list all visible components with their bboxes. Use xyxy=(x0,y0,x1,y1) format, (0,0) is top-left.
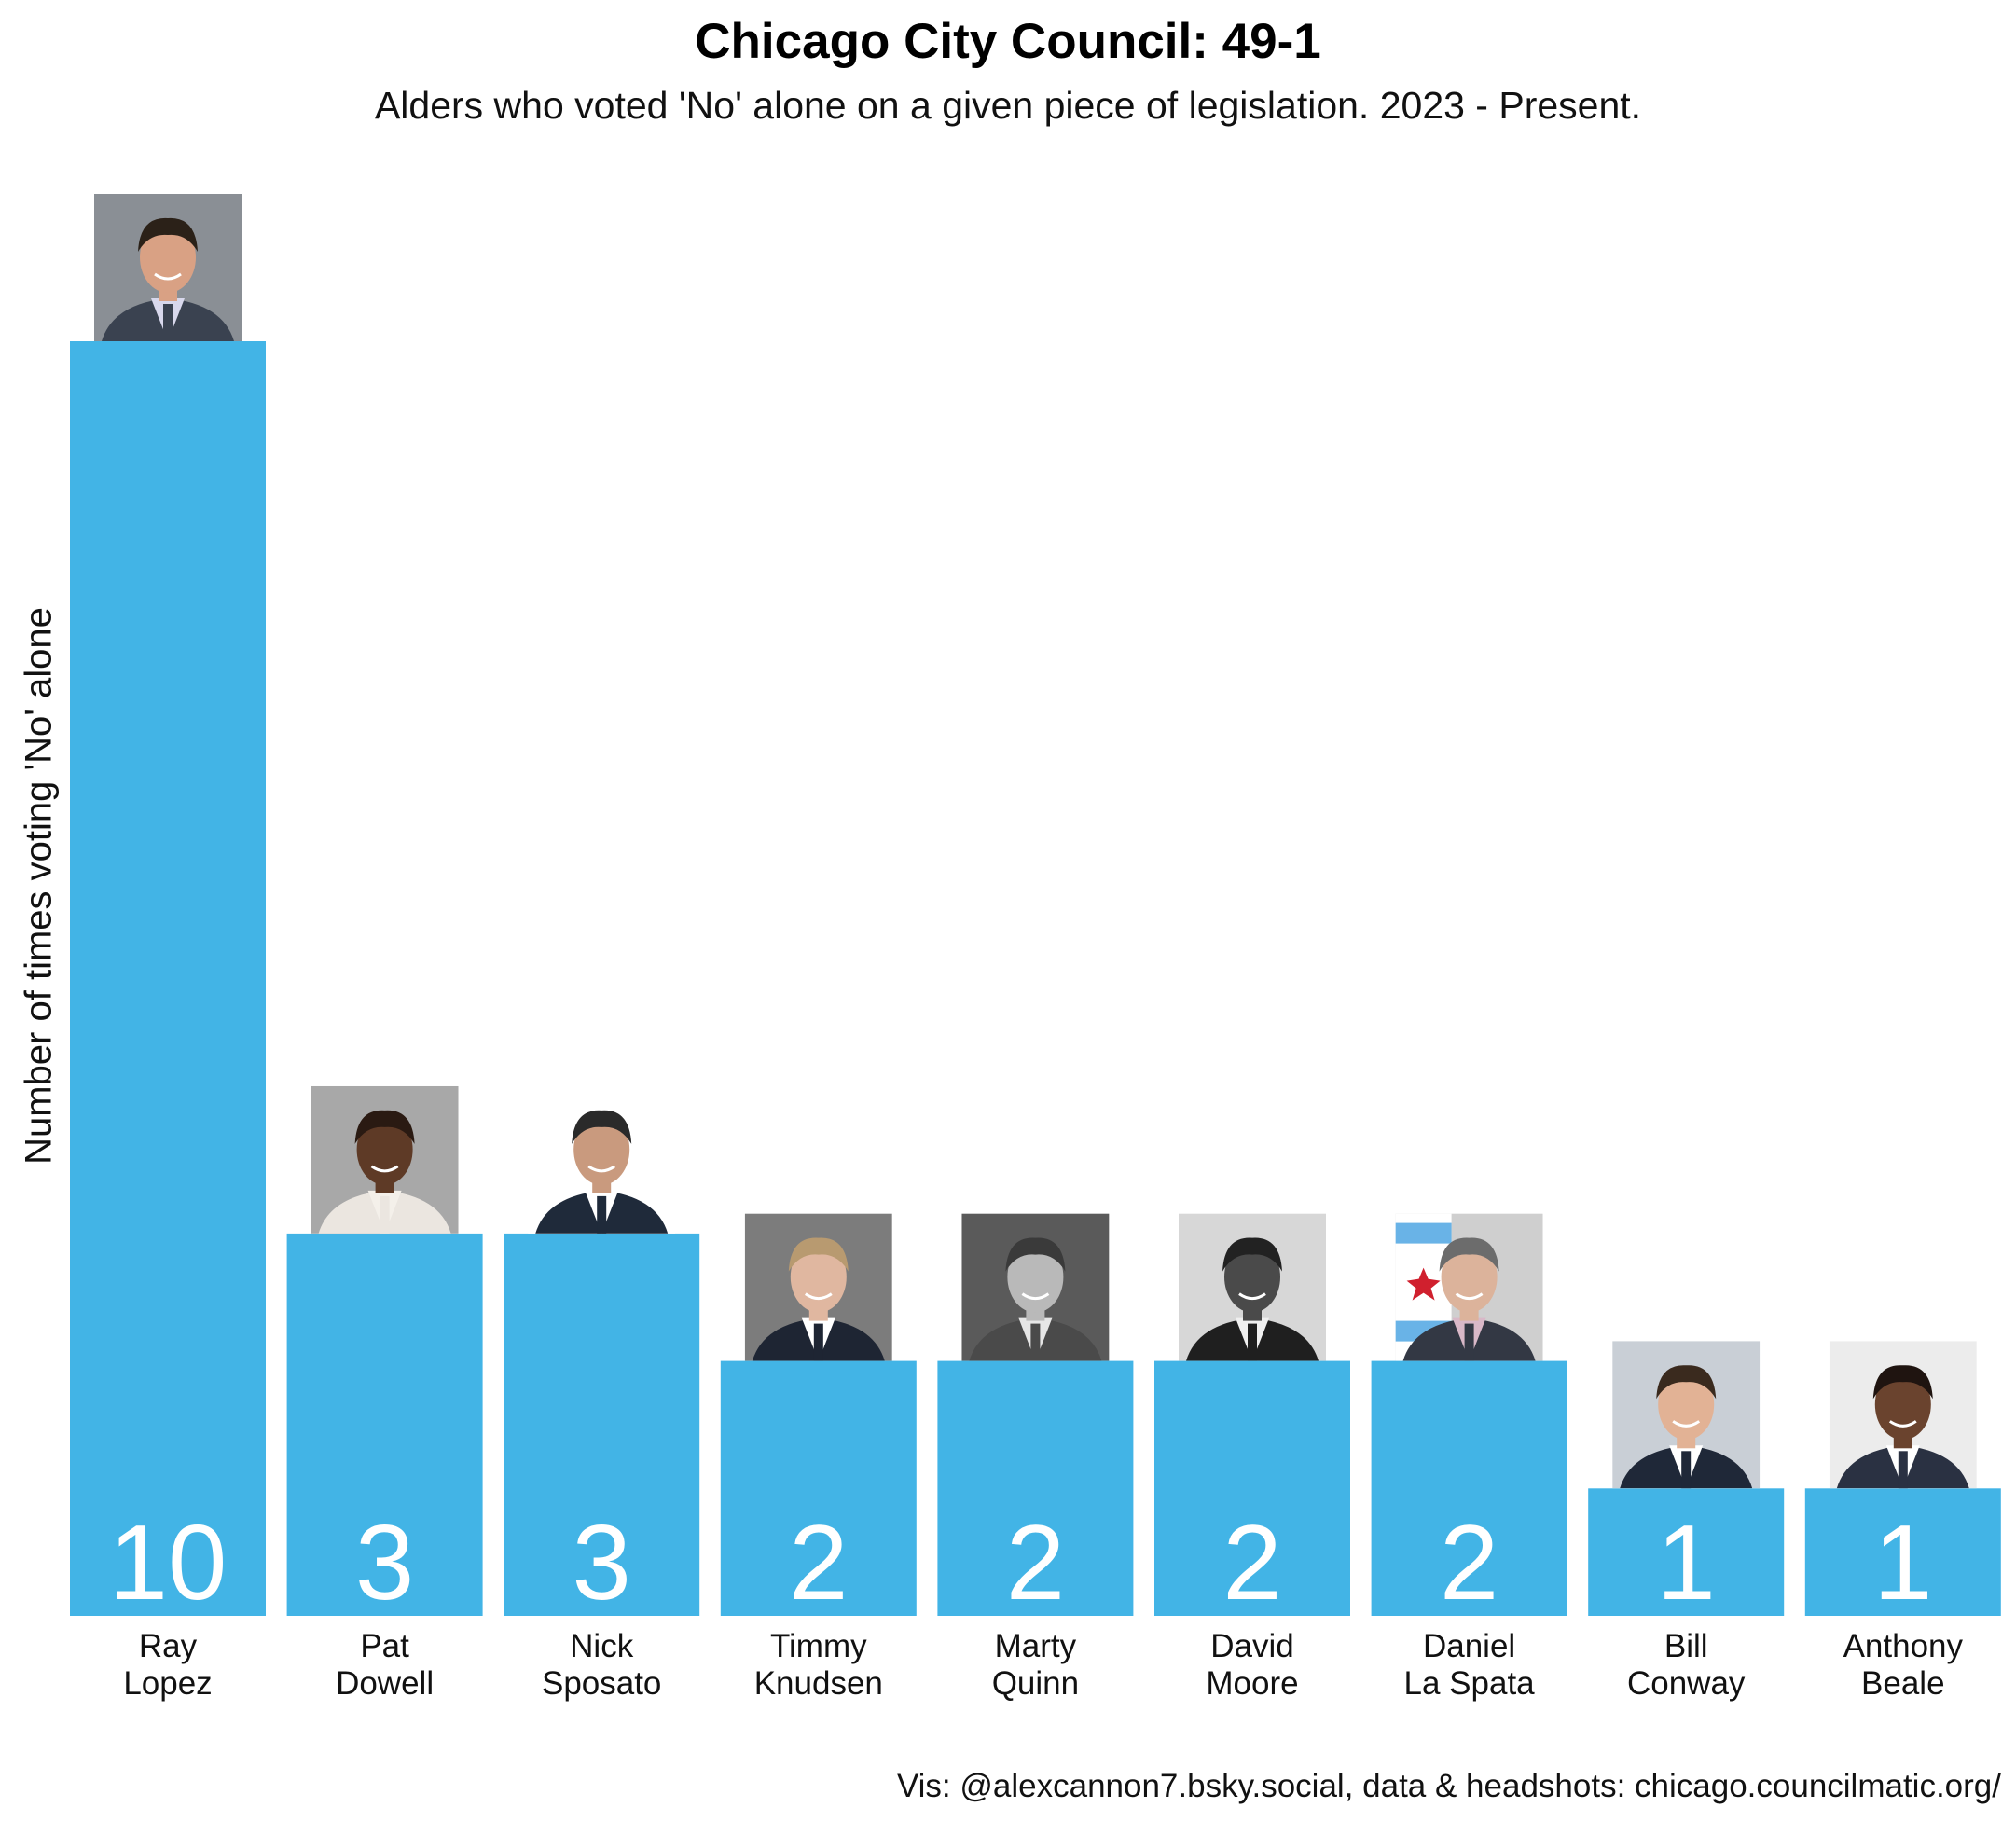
x-tick-label: Ray Lopez xyxy=(123,1628,212,1702)
bar-value-label: 2 xyxy=(789,1504,848,1622)
bar-value-label: 1 xyxy=(1873,1504,1932,1622)
bar-value-label: 2 xyxy=(1222,1504,1281,1622)
headshot-nick-sposato xyxy=(528,1086,675,1234)
x-tick-label: Anthony Beale xyxy=(1843,1628,1964,1702)
bar-value-label: 2 xyxy=(1006,1504,1065,1622)
headshot-pat-dowell xyxy=(311,1086,459,1234)
headshot-bill-conway xyxy=(1612,1341,1760,1488)
bar-value-label: 1 xyxy=(1656,1504,1715,1622)
bar-value-label: 10 xyxy=(109,1504,228,1622)
x-tick-label: Pat Dowell xyxy=(336,1628,434,1702)
bar-value-label: 3 xyxy=(355,1504,414,1622)
headshot-timmy-knudsen xyxy=(745,1214,892,1361)
x-tick-label: Daniel La Spata xyxy=(1404,1628,1536,1702)
x-tick-label: Bill Conway xyxy=(1627,1628,1746,1702)
x-tick-label: Marty Quinn xyxy=(992,1628,1079,1702)
bar-ray-lopez xyxy=(70,341,266,1616)
x-tick-label: Timmy Knudsen xyxy=(754,1628,883,1702)
headshot-anthony-beale xyxy=(1830,1341,1977,1488)
headshot-ray-lopez xyxy=(94,194,242,341)
x-tick-label: David Moore xyxy=(1206,1628,1298,1702)
headshot-daniel-la-spata xyxy=(1396,1214,1543,1361)
x-tick-label: Nick Sposato xyxy=(542,1628,661,1702)
bar-value-label: 2 xyxy=(1440,1504,1498,1622)
headshot-david-moore xyxy=(1179,1214,1326,1361)
bar-value-label: 3 xyxy=(572,1504,630,1622)
headshot-marty-quinn xyxy=(961,1214,1109,1361)
